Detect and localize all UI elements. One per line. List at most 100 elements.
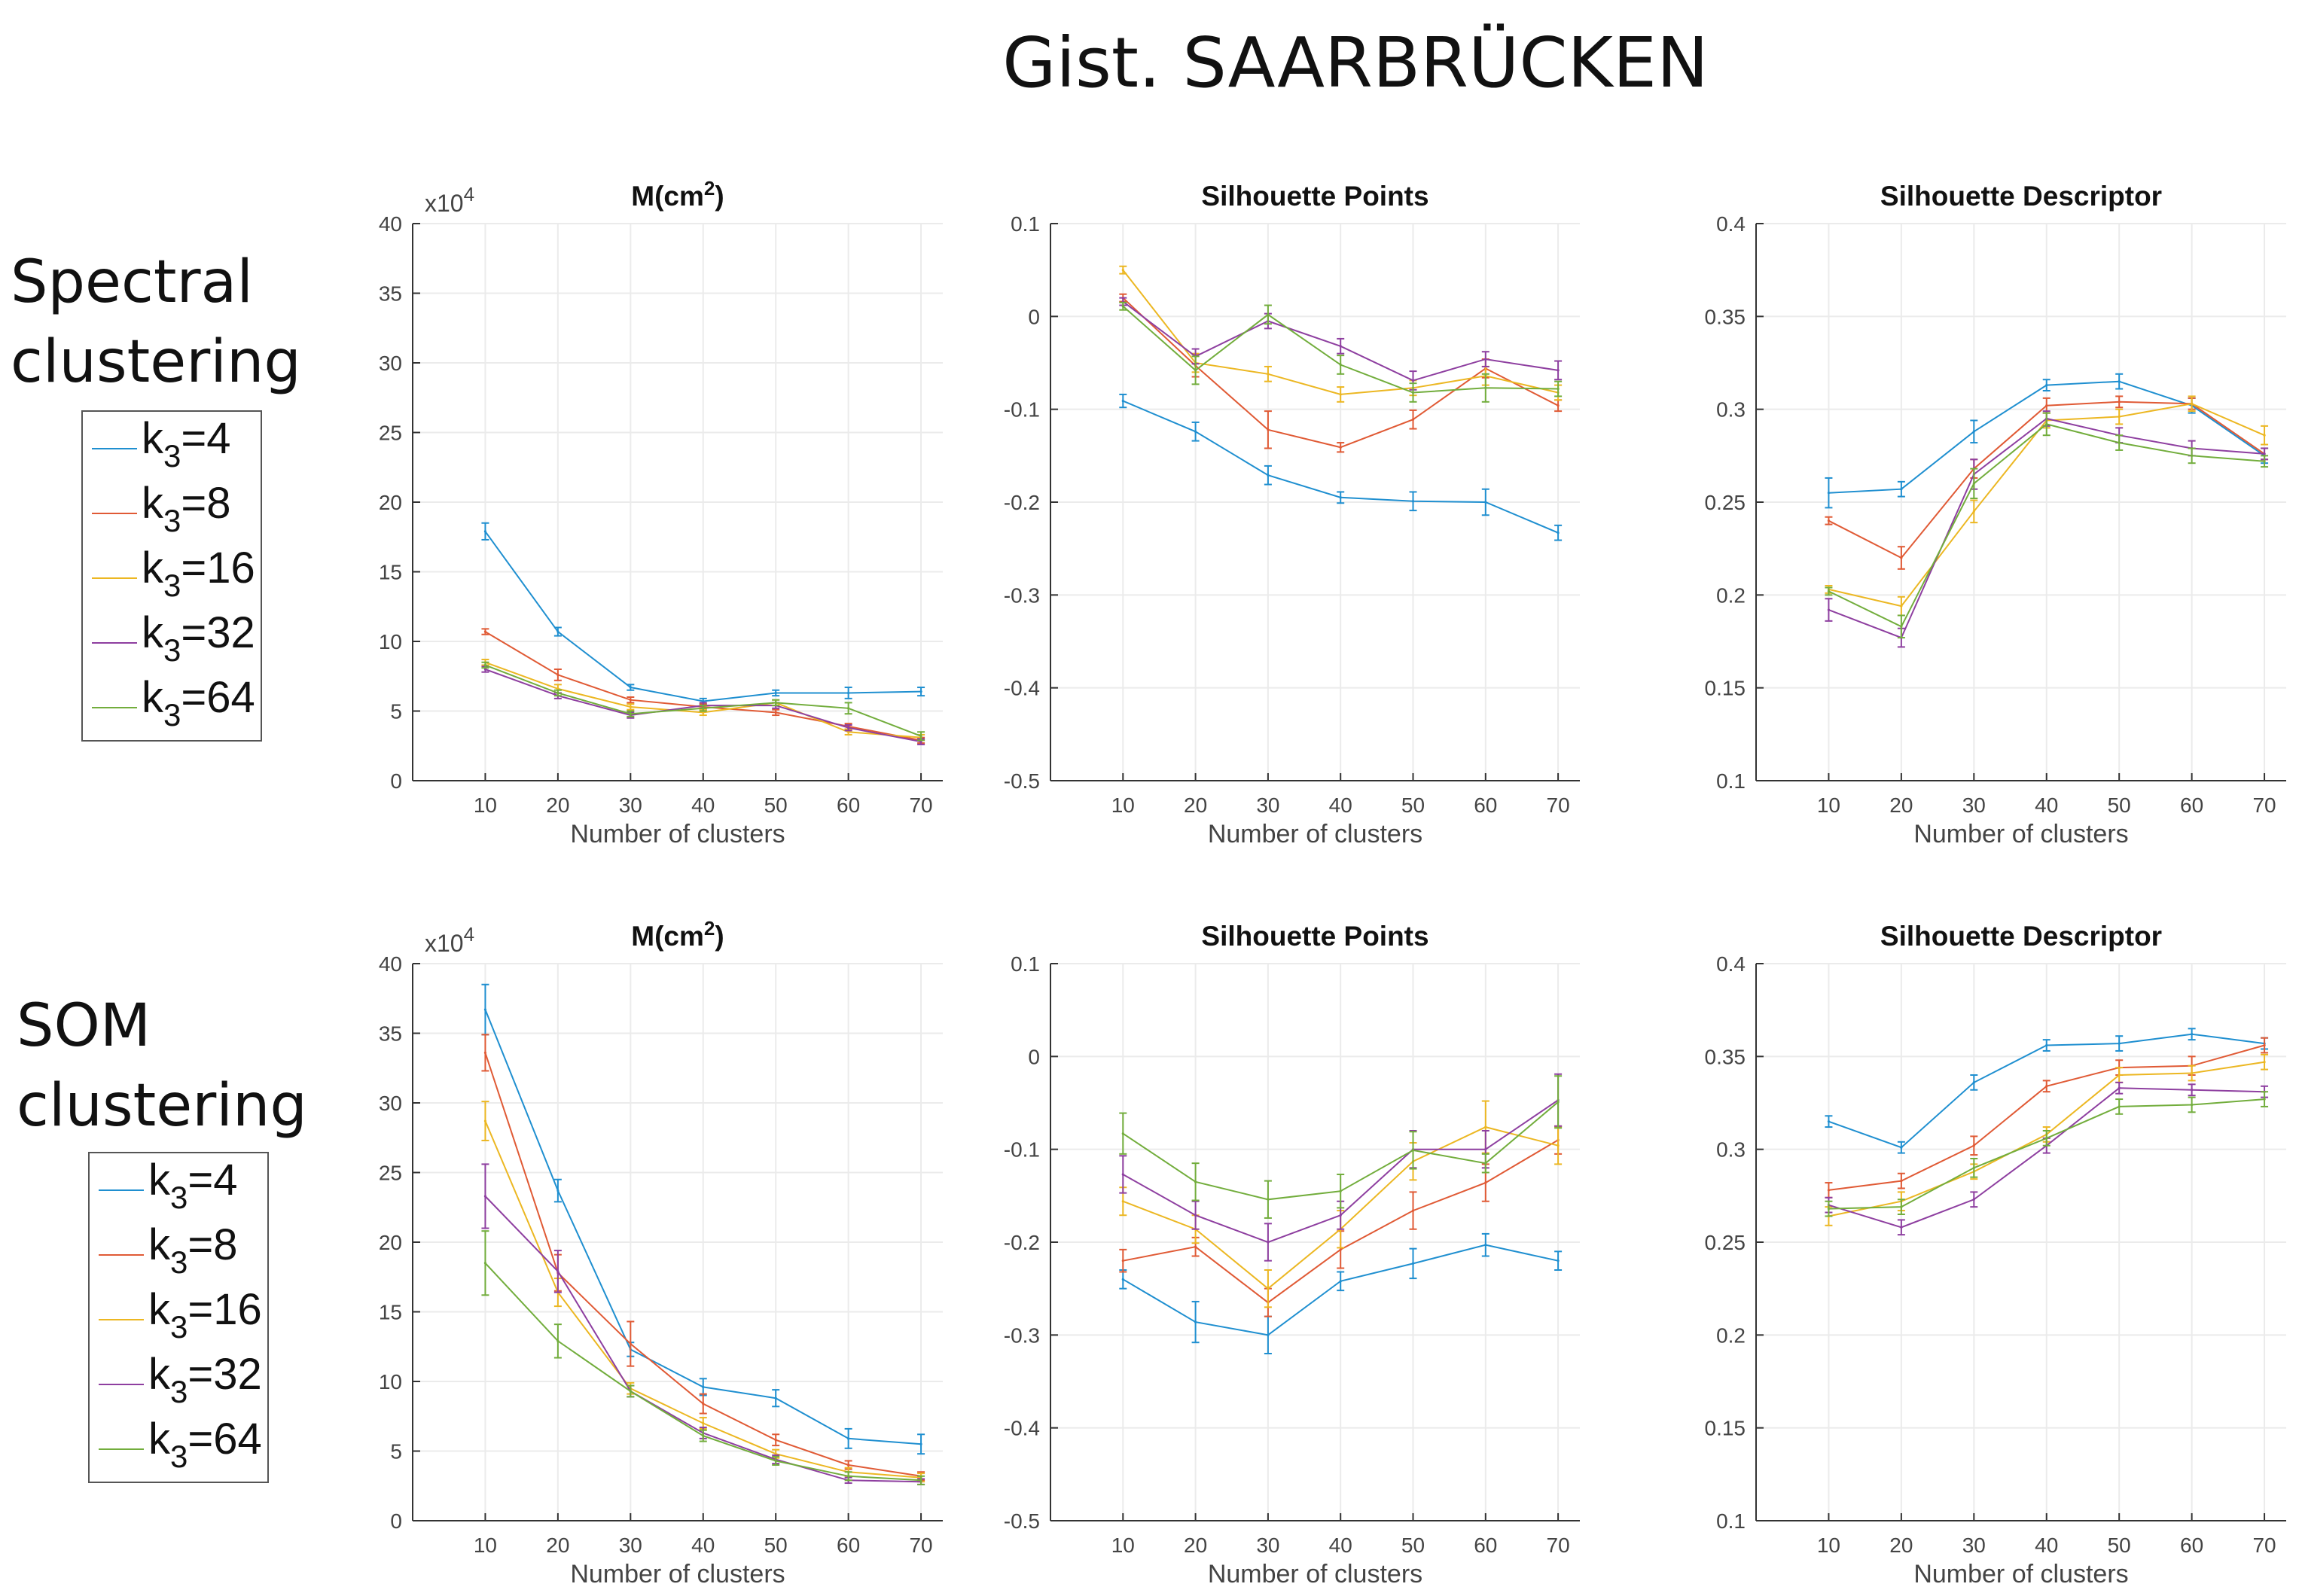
- chart-panel: 0 5 10 15 20 25 30 35 40 10 20 30 40 50 60 70 Number of …: [379, 917, 943, 1588]
- chart-title: M(cm2): [631, 177, 724, 212]
- y-tick-label: 25: [379, 1162, 402, 1185]
- data-point: [1972, 1144, 1975, 1147]
- y-tick-label: -0.3: [1004, 583, 1040, 607]
- chart-title-superscript: 2: [704, 177, 715, 200]
- x-axis-label: Number of clusters: [1208, 1560, 1422, 1588]
- x-tick-label: 40: [691, 1534, 715, 1557]
- x-tick-label: 50: [2108, 793, 2131, 817]
- x-tick-label: 30: [619, 793, 642, 817]
- x-tick-label: 20: [1184, 1534, 1207, 1557]
- data-point: [919, 690, 922, 693]
- data-point: [1121, 305, 1124, 308]
- y-tick-label: 35: [379, 1022, 402, 1046]
- x-tick-label: 70: [1547, 1534, 1570, 1557]
- data-point: [556, 1270, 560, 1273]
- x-tick-label: 20: [1889, 1534, 1913, 1557]
- y-tick-label: 0.4: [1716, 212, 1746, 236]
- data-point: [1121, 1278, 1124, 1281]
- data-point: [2191, 1103, 2194, 1107]
- legend-label: k3=16: [148, 1284, 262, 1345]
- x-tick-label: 30: [1962, 1534, 1986, 1557]
- legend-spectral: k3=4 k3=8 k3=16 k3=32 k3=64: [81, 410, 262, 742]
- chart-panel: 0.1 0.15 0.2 0.25 0.3 0.35 0.4 10 20 30 40 50 60 70 Nu…: [1705, 921, 2286, 1588]
- data-point: [1411, 391, 1415, 394]
- data-point: [1339, 1214, 1342, 1217]
- data-point: [1339, 1280, 1342, 1283]
- legend-label-subscript: 3: [170, 1309, 188, 1345]
- legend-label-subscript: 3: [170, 1439, 188, 1474]
- y-tick-label: 0.1: [1716, 1509, 1746, 1533]
- legend-item: k3=4: [90, 1156, 267, 1221]
- data-point: [483, 1262, 487, 1265]
- y-tick-label: 0.2: [1716, 1323, 1746, 1347]
- data-point: [1121, 269, 1124, 272]
- chart-panel: 0.1 0.15 0.2 0.25 0.3 0.35 0.4 10 20 30 40 50 60 70 Nu…: [1705, 181, 2286, 848]
- row-label-line1: SOM: [17, 992, 151, 1060]
- data-point: [1900, 1180, 1903, 1183]
- data-point: [1121, 1132, 1124, 1135]
- data-point: [483, 663, 487, 667]
- legend-item: k3=32: [90, 1350, 267, 1415]
- data-point: [2045, 1043, 2048, 1047]
- data-point: [2118, 1042, 2121, 1045]
- data-point: [1557, 1144, 1560, 1147]
- y-tick-label: 15: [379, 1301, 402, 1324]
- y-tick-label: 0: [390, 1509, 402, 1533]
- y-tick-label: -0.1: [1004, 1138, 1040, 1162]
- data-point: [1339, 393, 1342, 396]
- x-tick-label: 60: [1474, 1534, 1497, 1557]
- data-point: [702, 699, 705, 703]
- data-point: [1827, 519, 1831, 522]
- legend-label-base: k: [148, 1220, 170, 1269]
- data-point: [919, 1442, 922, 1445]
- legend-label: k3=4: [148, 1155, 238, 1215]
- y-tick-label: 0.25: [1705, 1231, 1746, 1254]
- legend-label: k3=8: [142, 478, 231, 538]
- data-point: [556, 1189, 560, 1192]
- data-point: [556, 687, 560, 690]
- data-point: [702, 1403, 705, 1406]
- legend-line-swatch: [92, 448, 137, 449]
- x-tick-label: 40: [2035, 793, 2058, 817]
- y-tick-label: 5: [390, 700, 402, 723]
- legend-label-base: k: [142, 673, 163, 722]
- x-tick-label: 70: [909, 793, 932, 817]
- data-point: [1900, 625, 1903, 628]
- axis-multiplier: x104: [425, 183, 474, 217]
- data-point: [556, 673, 560, 677]
- data-point: [1194, 1180, 1197, 1183]
- legend-label-suffix: =8: [181, 479, 231, 528]
- y-tick-label: 0.35: [1705, 305, 1746, 328]
- y-tick-label: -0.4: [1004, 1417, 1040, 1440]
- data-point: [1267, 373, 1270, 376]
- data-point: [483, 530, 487, 533]
- y-tick-label: 40: [379, 212, 402, 236]
- data-point: [919, 1479, 922, 1482]
- x-tick-label: 70: [2252, 1534, 2276, 1557]
- legend-label-subscript: 3: [170, 1180, 188, 1215]
- chart-panel: -0.5 -0.4 -0.3 -0.2 -0.1 0 0.1 10 20 30 40 50 60 70 Nu…: [1004, 181, 1580, 848]
- data-point: [1194, 1320, 1197, 1323]
- y-tick-label: 0.1: [1011, 212, 1040, 236]
- x-tick-label: 40: [691, 793, 715, 817]
- data-point: [1411, 500, 1415, 503]
- legend-label-suffix: =4: [188, 1156, 238, 1205]
- data-point: [1121, 1173, 1124, 1176]
- x-tick-label: 50: [764, 1534, 788, 1557]
- row-label-line1: Spectral: [11, 248, 254, 316]
- data-point: [847, 726, 850, 729]
- legend-label: k3=8: [148, 1220, 238, 1280]
- data-point: [1827, 608, 1831, 611]
- data-point: [847, 691, 850, 695]
- y-tick-label: 0.1: [1011, 952, 1040, 976]
- y-tick-label: 35: [379, 282, 402, 306]
- x-tick-label: 10: [1817, 793, 1840, 817]
- data-point: [1972, 482, 1975, 485]
- data-point: [1972, 510, 1975, 513]
- x-axis-label: Number of clusters: [570, 1560, 785, 1588]
- data-point: [629, 1390, 632, 1393]
- legend-label-suffix: =16: [188, 1285, 262, 1334]
- data-point: [483, 1051, 487, 1054]
- y-tick-label: -0.2: [1004, 491, 1040, 514]
- data-point: [2191, 1033, 2194, 1036]
